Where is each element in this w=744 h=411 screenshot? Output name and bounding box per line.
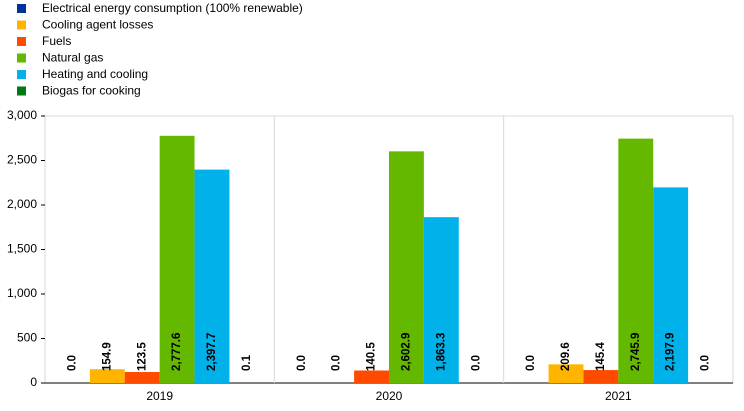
- value-label: 209.6: [560, 342, 572, 371]
- legend-swatch: [17, 86, 26, 96]
- value-label: 0.0: [331, 355, 343, 371]
- legend-swatch: [17, 4, 26, 13]
- value-label: 2,777.6: [171, 333, 183, 371]
- x-tick-label: 2019: [146, 389, 173, 403]
- value-label: 154.9: [101, 342, 113, 371]
- y-tick-label: 3,000: [7, 108, 37, 122]
- bar: [423, 217, 459, 383]
- y-tick-label: 1,500: [7, 242, 37, 256]
- legend-label: Natural gas: [42, 51, 103, 65]
- legend-label: Biogas for cooking: [42, 84, 141, 98]
- value-label: 0.0: [525, 355, 537, 371]
- legend-swatch: [17, 20, 26, 30]
- legend-swatch: [17, 53, 26, 63]
- legend-swatch: [17, 37, 26, 46]
- value-label: 0.0: [700, 355, 712, 371]
- value-label: 145.4: [595, 342, 607, 371]
- value-label: 2,602.9: [400, 333, 412, 371]
- y-tick-label: 0: [30, 375, 37, 389]
- x-tick-label: 2020: [376, 389, 403, 403]
- bar: [389, 151, 424, 383]
- value-label: 140.5: [366, 342, 378, 371]
- value-label: 1,863.3: [435, 333, 447, 371]
- y-tick-label: 1,000: [7, 286, 37, 300]
- value-label: 2,397.7: [206, 333, 218, 371]
- bar: [124, 372, 160, 383]
- value-label: 0.1: [241, 354, 253, 371]
- y-tick-label: 2,500: [7, 153, 37, 167]
- legend-label: Fuels: [42, 34, 71, 48]
- legend-label: Heating and cooling: [42, 67, 148, 81]
- bar: [653, 187, 689, 383]
- bar: [618, 138, 654, 383]
- legend-label: Electrical energy consumption (100% rene…: [42, 1, 303, 15]
- y-tick-label: 2,000: [7, 197, 37, 211]
- value-label: 2,197.9: [665, 333, 677, 371]
- legend-label: Cooling agent losses: [42, 18, 153, 32]
- x-tick-label: 2021: [605, 389, 632, 403]
- legend-swatch: [17, 70, 26, 79]
- value-label: 0.0: [470, 355, 482, 371]
- value-label: 123.5: [136, 342, 148, 371]
- y-tick-label: 500: [17, 331, 37, 345]
- bar: [159, 135, 195, 383]
- bar: [354, 370, 389, 383]
- bar: [89, 369, 125, 383]
- value-label: 2,745.9: [630, 333, 642, 371]
- bar: [583, 370, 619, 383]
- bar: [548, 364, 584, 383]
- value-label: 0.0: [296, 355, 308, 371]
- bar: [194, 169, 230, 383]
- value-label: 0.0: [66, 355, 78, 371]
